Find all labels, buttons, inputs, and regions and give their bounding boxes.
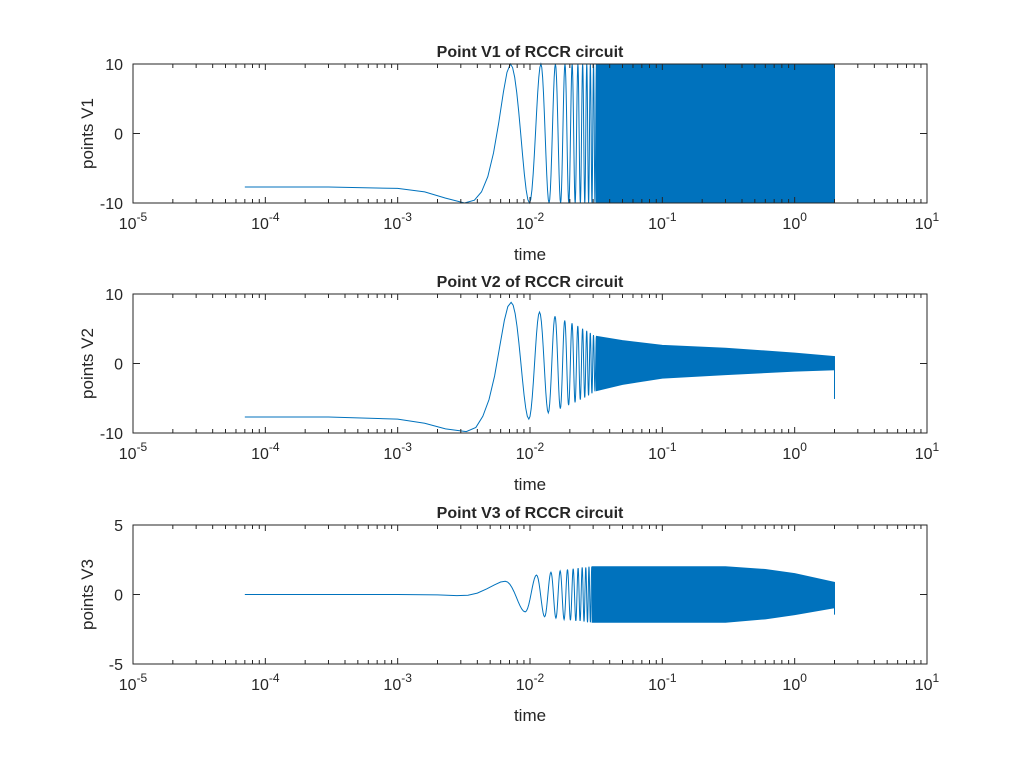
x-tick-label: 10-4 [251,210,280,233]
x-tick-exponent: -5 [137,671,148,685]
x-tick-label: 101 [915,210,940,233]
x-tick-base: 10 [915,677,933,694]
x-tick-exponent: 1 [933,440,940,454]
x-tick-label: 10-1 [648,440,677,463]
x-tick-label: 10-4 [251,671,280,694]
x-tick-exponent: -2 [534,671,545,685]
series-line [244,566,593,623]
x-axis-label: time [514,475,546,494]
y-tick-label: -10 [100,426,123,443]
x-tick-label: 10-5 [119,440,148,463]
y-tick-label: 5 [114,518,123,535]
dense-oscillation-band [595,63,835,204]
dense-oscillation-band [595,335,835,392]
y-tick-label: -10 [100,196,123,213]
x-tick-label: 100 [782,440,807,463]
x-tick-exponent: -3 [401,210,412,224]
x-tick-label: 10-2 [516,671,545,694]
x-tick-base: 10 [119,216,137,233]
x-tick-label: 10-5 [119,671,148,694]
x-tick-base: 10 [383,677,401,694]
x-tick-base: 10 [251,216,269,233]
series-line [244,62,597,205]
x-tick-base: 10 [119,446,137,463]
x-tick-base: 10 [383,446,401,463]
x-tick-base: 10 [383,216,401,233]
x-axis-label: time [514,245,546,264]
y-tick-label: 0 [114,588,123,605]
subplot-title: Point V2 of RCCR circuit [437,274,624,291]
x-tick-exponent: -1 [666,210,677,224]
x-tick-label: 101 [915,440,940,463]
x-tick-exponent: -3 [401,671,412,685]
x-tick-base: 10 [782,446,800,463]
x-tick-base: 10 [648,446,666,463]
y-axis-label: points V2 [78,328,97,399]
x-tick-exponent: 0 [800,671,807,685]
x-tick-exponent: -5 [137,440,148,454]
x-tick-label: 10-3 [383,440,412,463]
x-tick-base: 10 [516,216,534,233]
x-tick-exponent: -2 [534,440,545,454]
x-tick-label: 10-5 [119,210,148,233]
x-tick-label: 10-3 [383,210,412,233]
y-tick-label: -5 [109,657,123,674]
y-tick-label: 0 [114,357,123,374]
y-tick-label: 10 [105,57,123,74]
x-tick-base: 10 [648,216,666,233]
x-tick-exponent: -4 [269,440,280,454]
x-tick-base: 10 [915,446,933,463]
y-tick-label: 0 [114,127,123,144]
x-tick-label: 100 [782,671,807,694]
x-tick-label: 10-1 [648,671,677,694]
x-tick-base: 10 [251,677,269,694]
x-tick-base: 10 [119,677,137,694]
x-tick-label: 101 [915,671,940,694]
x-axis-label: time [514,706,546,725]
dense-oscillation-band [591,566,835,623]
x-tick-exponent: -1 [666,440,677,454]
series-line [244,301,597,433]
x-tick-base: 10 [782,677,800,694]
x-tick-base: 10 [516,446,534,463]
x-tick-base: 10 [251,446,269,463]
x-tick-exponent: 0 [800,440,807,454]
y-axis-label: points V1 [78,98,97,169]
x-tick-base: 10 [516,677,534,694]
x-tick-label: 10-2 [516,440,545,463]
x-tick-exponent: -2 [534,210,545,224]
x-tick-base: 10 [648,677,666,694]
x-tick-exponent: -4 [269,671,280,685]
x-tick-base: 10 [782,216,800,233]
x-tick-exponent: 0 [800,210,807,224]
y-tick-label: 10 [105,287,123,304]
x-tick-exponent: -3 [401,440,412,454]
y-axis-label: points V3 [78,559,97,630]
x-tick-exponent: -4 [269,210,280,224]
x-tick-label: 10-3 [383,671,412,694]
x-tick-exponent: -5 [137,210,148,224]
x-tick-label: 10-4 [251,440,280,463]
x-tick-base: 10 [915,216,933,233]
subplot-title: Point V1 of RCCR circuit [437,44,624,61]
subplot-title: Point V3 of RCCR circuit [437,505,624,522]
x-tick-label: 100 [782,210,807,233]
x-tick-exponent: 1 [933,671,940,685]
x-tick-exponent: 1 [933,210,940,224]
x-tick-label: 10-1 [648,210,677,233]
x-tick-label: 10-2 [516,210,545,233]
x-tick-exponent: -1 [666,671,677,685]
